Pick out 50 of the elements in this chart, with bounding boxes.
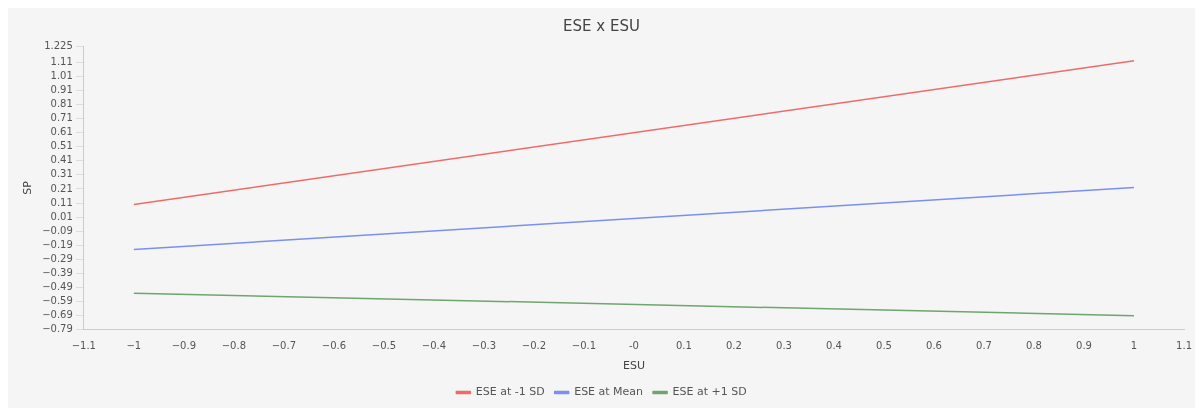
y-tick-label: 0.31 xyxy=(50,168,73,180)
x-tick-label: −0.1 xyxy=(571,340,597,352)
chart-title: ESE x ESU xyxy=(563,16,640,35)
x-tick-label: 0.1 xyxy=(676,340,692,352)
y-tick-label: −0.79 xyxy=(42,323,73,335)
y-tick-label: 0.41 xyxy=(50,154,73,166)
x-tick-label: −0.9 xyxy=(171,340,197,352)
x-tick-label: −0.5 xyxy=(371,340,397,352)
x-tick-label: −0.4 xyxy=(421,340,447,352)
y-tick-label: −0.69 xyxy=(42,309,73,321)
y-tick-label: −0.29 xyxy=(42,252,73,264)
x-tick-label: −1 xyxy=(126,340,142,352)
x-tick-label: 0.3 xyxy=(776,340,792,352)
legend-label: ESE at Mean xyxy=(574,385,644,399)
y-axis-title: SP xyxy=(21,180,35,195)
x-tick-label: -0 xyxy=(628,340,639,352)
y-tick-label: 1.11 xyxy=(50,55,73,67)
y-tick-label: −0.19 xyxy=(42,238,73,250)
x-tick-label: 0.7 xyxy=(976,340,992,352)
y-tick-label: 0.01 xyxy=(50,210,73,222)
x-tick-label: −0.2 xyxy=(521,340,547,352)
y-tick-label: 0.21 xyxy=(50,182,73,194)
x-tick-label: 0.4 xyxy=(826,340,842,352)
x-axis-title: ESU xyxy=(622,359,645,373)
y-tick-label: 0.71 xyxy=(50,112,73,124)
x-tick-label: 1.1 xyxy=(1176,340,1192,352)
y-tick-label: 1.01 xyxy=(50,69,73,81)
y-tick-label: 1.225 xyxy=(44,39,73,51)
legend-label: ESE at +1 SD xyxy=(672,385,747,399)
y-tick-label: 0.11 xyxy=(50,196,73,208)
y-tick-label: 0.91 xyxy=(50,83,73,95)
y-tick-label: 0.51 xyxy=(50,140,73,152)
x-tick-label: 0.8 xyxy=(1026,340,1042,352)
x-tick-label: −0.3 xyxy=(471,340,497,352)
y-tick-label: −0.49 xyxy=(42,281,73,293)
x-tick-label: 0.6 xyxy=(926,340,942,352)
x-tick-label: 0.2 xyxy=(726,340,742,352)
x-tick-label: −0.8 xyxy=(221,340,247,352)
x-tick-label: 1 xyxy=(1130,340,1138,352)
legend-label: ESE at -1 SD xyxy=(475,385,545,399)
y-tick-label: 0.81 xyxy=(50,98,73,110)
x-tick-label: −1.1 xyxy=(71,340,96,352)
x-tick-label: 0.9 xyxy=(1076,340,1092,352)
y-tick-label: 0.61 xyxy=(50,126,73,138)
y-tick-label: −0.39 xyxy=(42,267,73,279)
y-tick-label: −0.09 xyxy=(42,224,73,236)
x-tick-label: −0.7 xyxy=(271,340,297,352)
x-tick-label: 0.5 xyxy=(876,340,892,352)
x-tick-label: −0.6 xyxy=(321,340,347,352)
y-tick-label: −0.59 xyxy=(42,295,73,307)
